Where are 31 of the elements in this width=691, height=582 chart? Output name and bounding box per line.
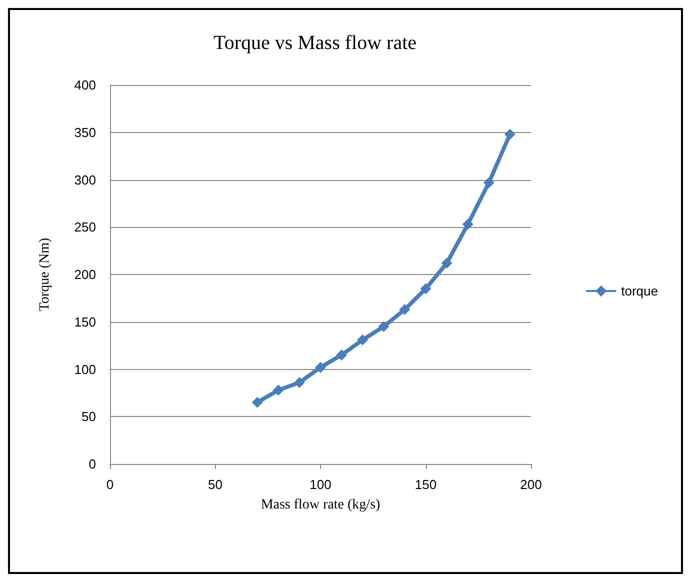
point	[294, 377, 305, 388]
point	[378, 321, 390, 332]
point	[441, 258, 452, 269]
point	[462, 218, 474, 230]
point	[272, 384, 284, 396]
x-tick-label: 50	[208, 477, 222, 492]
point	[315, 362, 326, 373]
y-tick-label: 50	[82, 409, 96, 424]
point	[252, 396, 263, 408]
y-tick-label: 0	[88, 456, 96, 472]
y-tick-label: 150	[74, 314, 96, 330]
point	[399, 304, 410, 316]
y-tick-label: 250	[74, 220, 96, 235]
y-tick-label: 100	[74, 362, 96, 377]
point	[504, 128, 516, 140]
x-tick-label: 200	[520, 477, 542, 492]
y-tick-label: 350	[74, 124, 96, 140]
x-tick-label: 0	[106, 477, 114, 492]
x-tick-label: 100	[310, 477, 332, 492]
point	[357, 334, 368, 346]
y-tick-label: 300	[74, 172, 96, 188]
point	[336, 350, 348, 361]
point	[420, 283, 432, 294]
y-axis-title: Torque (Nm)	[38, 238, 52, 312]
x-axis-title: Mass flow rate (kg/s)	[260, 498, 381, 512]
y-tick-label: 200	[74, 267, 96, 282]
legend-label: torque	[621, 284, 658, 298]
y-tick-label: 400	[74, 78, 96, 92]
point	[483, 177, 494, 188]
x-tick-label: 150	[414, 477, 437, 492]
chart-title: Torque vs Mass flow rate	[214, 32, 417, 54]
